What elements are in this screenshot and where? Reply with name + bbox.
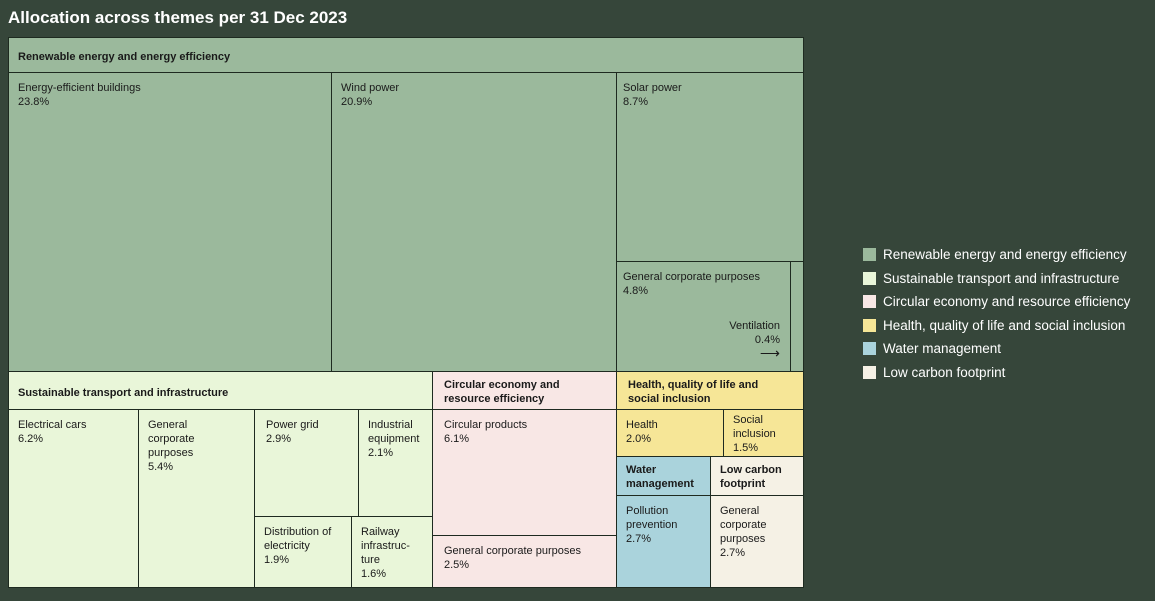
tile-circular-products: Circular products 6.1% [432, 409, 617, 536]
legend-item: Sustainable transport and infrastructure [863, 267, 1130, 291]
tile-value: 8.7% [623, 96, 649, 108]
legend-item: Health, quality of life and social inclu… [863, 314, 1130, 338]
tile-value: 1.6% [361, 568, 387, 580]
tile-value: 1.5% [733, 442, 759, 454]
group-header-low-carbon: Low carbon footprint [710, 456, 804, 496]
chart-title: Allocation across themes per 31 Dec 2023 [8, 8, 348, 27]
tile-power-grid: Power grid 2.9% [254, 409, 359, 517]
legend-swatch [863, 248, 876, 262]
tile-value: 0.4% [754, 334, 780, 346]
tile-general-corporate-purposes-low-carbon: General corporate purposes 2.7% [710, 495, 804, 588]
legend-swatch [863, 295, 876, 309]
tile-value: 23.8% [18, 96, 50, 108]
tile-pollution-prevention: Pollution prevention 2.7% [616, 495, 711, 588]
tile-label: General corporate purposes [623, 271, 760, 283]
legend-swatch [863, 342, 876, 356]
arrow-right-icon: ⟶ [759, 345, 780, 361]
legend-swatch [863, 365, 876, 379]
legend-label: Low carbon footprint [883, 364, 1006, 380]
tile-general-corporate-purposes-circular: General corporate purposes 2.5% [432, 535, 617, 588]
legend-item: Circular economy and resource efficiency [863, 290, 1130, 314]
tile-label: Circular products [444, 419, 528, 431]
legend-swatch [863, 318, 876, 332]
tile-social-inclusion: Social inclusion 1.5% [723, 409, 804, 457]
group-header-health: Health, quality of life and social inclu… [616, 371, 804, 410]
tile-value: 1.9% [264, 554, 290, 566]
group-header-renewable: Renewable energy and energy efficiency [8, 37, 804, 73]
legend: Renewable energy and energy efficiency S… [863, 243, 1130, 384]
tile-value: 2.0% [626, 433, 652, 445]
tile-label: Industrial equipment [368, 419, 420, 445]
legend-item: Water management [863, 337, 1130, 361]
tile-label: Health [626, 419, 658, 431]
tile-label: Power grid [266, 419, 319, 431]
tile-label: Wind power [341, 82, 400, 94]
legend-item: Renewable energy and energy efficiency [863, 243, 1130, 267]
tile-value: 5.4% [148, 461, 174, 473]
tile-value: 4.8% [623, 285, 649, 297]
tile-label: General corporate purposes [444, 545, 581, 557]
tile-value: 2.7% [720, 547, 746, 559]
tile-wind-power: Wind power 20.9% [331, 72, 617, 372]
tile-label: General corporate purposes [720, 505, 767, 545]
group-header-transport: Sustainable transport and infrastructure [8, 371, 433, 410]
legend-label: Sustainable transport and infrastructure [883, 270, 1120, 286]
tile-label: Social inclusion [733, 414, 776, 440]
tile-label: Pollution prevention [626, 505, 678, 531]
tile-electrical-cars: Electrical cars 6.2% [8, 409, 139, 588]
ventilation-callout: Ventilation 0.4% ⟶ [729, 319, 780, 361]
tile-label: Railway infrastruc-ture [361, 526, 410, 566]
tile-label: General corporate purposes [148, 419, 195, 459]
legend-item: Low carbon footprint [863, 361, 1130, 385]
tile-energy-efficient-buildings: Energy-efficient buildings 23.8% [8, 72, 332, 372]
legend-swatch [863, 271, 876, 285]
tile-value: 6.2% [18, 433, 44, 445]
legend-label: Circular economy and resource efficiency [883, 294, 1131, 310]
tile-label: Ventilation [729, 320, 780, 332]
tile-label: Solar power [623, 82, 682, 94]
legend-label: Water management [883, 341, 1002, 357]
tile-value: 20.9% [341, 96, 373, 108]
legend-label: Renewable energy and energy efficiency [883, 247, 1127, 263]
tile-railway-infrastructure: Railway infrastruc-ture 1.6% [351, 516, 433, 588]
tile-value: 2.5% [444, 559, 470, 571]
tile-solar-power: Solar power 8.7% [616, 72, 804, 262]
tile-label: Energy-efficient buildings [18, 82, 141, 94]
tile-value: 2.7% [626, 533, 652, 545]
tile-value: 2.9% [266, 433, 292, 445]
group-header-circular: Circular economy and resource efficiency [432, 371, 617, 410]
legend-label: Health, quality of life and social inclu… [883, 317, 1126, 333]
tile-general-corporate-purposes-renewable: General corporate purposes 4.8% Ventilati… [616, 261, 791, 372]
tile-value: 2.1% [368, 447, 394, 459]
tile-industrial-equipment: Industrial equipment 2.1% [358, 409, 433, 517]
tile-health: Health 2.0% [616, 409, 724, 457]
tile-general-corporate-purposes-transport: General corporate purposes 5.4% [138, 409, 255, 588]
tile-ventilation [790, 261, 804, 372]
tile-value: 6.1% [444, 433, 470, 445]
group-header-water: Water management [616, 456, 711, 496]
tile-label: Electrical cars [18, 419, 87, 431]
tile-label: Distribution of electricity [264, 526, 332, 552]
tile-distribution-of-electricity: Distribution of electricity 1.9% [254, 516, 352, 588]
